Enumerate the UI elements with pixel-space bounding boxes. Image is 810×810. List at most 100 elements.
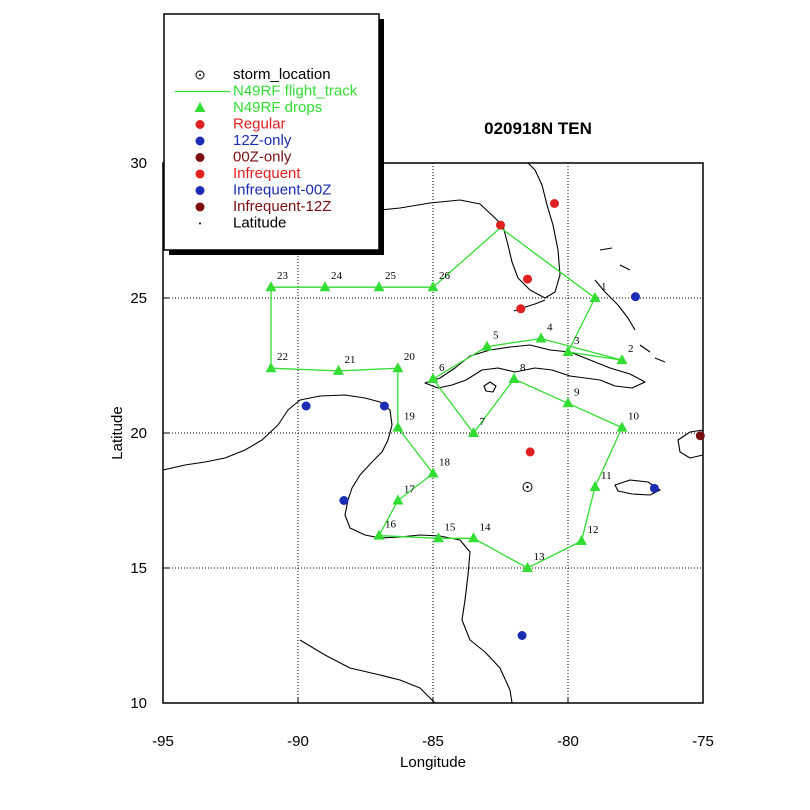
drop-marker	[392, 421, 404, 432]
legend-label: N49RF drops	[233, 99, 322, 116]
drop-marker	[562, 346, 574, 356]
station-marker	[525, 447, 535, 457]
drop-marker	[535, 332, 547, 343]
coast-bahamas	[594, 247, 666, 363]
station-marker	[550, 199, 559, 208]
legend-label: 00Z-only	[233, 149, 292, 166]
legend-label: 12Z-only	[233, 132, 292, 149]
y-tick-label: 20	[130, 425, 147, 442]
drop-marker	[319, 281, 331, 292]
drop-label: 3	[574, 335, 580, 347]
station-marker	[517, 631, 527, 640]
coast-central-america-pacific	[299, 639, 436, 704]
y-axis-ticks: 10 15 20 25 30	[130, 155, 169, 712]
drop-marker	[333, 364, 344, 375]
drop-marker	[589, 481, 601, 491]
stations-layer	[301, 199, 705, 640]
legend-label: Infrequent	[233, 165, 301, 182]
drop-marker	[576, 535, 587, 545]
legend-symbol-center	[199, 74, 201, 76]
station-marker	[379, 401, 389, 411]
drop-label: 9	[574, 386, 580, 398]
legend-label: Infrequent-12Z	[233, 198, 331, 215]
flight-track	[270, 227, 623, 569]
storm-layer	[522, 482, 533, 492]
legend-symbol	[195, 120, 205, 129]
x-tick-label: -90	[287, 733, 309, 750]
chart-title: 020918N TEN	[484, 119, 592, 138]
drop-label: 5	[493, 330, 499, 342]
x-tick-label: -85	[422, 733, 444, 750]
station-marker	[496, 220, 505, 230]
drop-label: 18	[439, 457, 451, 469]
drop-label: 4	[547, 322, 553, 334]
legend-symbol	[194, 102, 206, 112]
drop-marker	[616, 354, 628, 365]
drop-marker	[373, 281, 385, 292]
station-marker	[523, 274, 532, 284]
drop-label: 22	[277, 351, 288, 363]
station-marker	[649, 483, 659, 493]
y-axis-label: Latitude	[109, 406, 126, 459]
coast-isla-juventud	[483, 381, 497, 393]
legend-symbol	[195, 202, 205, 212]
y-tick-label: 30	[130, 155, 147, 172]
station-marker	[516, 304, 526, 314]
legend-label: Infrequent-00Z	[233, 182, 331, 199]
drop-marker	[468, 532, 479, 543]
storm-marker	[522, 482, 533, 492]
legend-symbol	[199, 222, 201, 225]
drop-label: 7	[480, 416, 486, 428]
drop-label: 13	[534, 551, 546, 563]
drop-label: 24	[331, 270, 343, 282]
drop-label: 20	[404, 351, 416, 363]
drop-marker	[427, 281, 439, 292]
legend-label: Regular	[233, 116, 286, 133]
y-tick-label: 15	[130, 560, 147, 577]
drop-label: 26	[439, 270, 451, 282]
drop-marker	[432, 532, 444, 543]
legend-symbol	[195, 153, 205, 162]
x-tick-label: -75	[692, 733, 714, 750]
drop-label: 21	[345, 354, 356, 366]
drop-marker	[562, 397, 574, 408]
y-tick-label: 10	[130, 695, 147, 712]
drop-marker	[265, 362, 277, 373]
coast-cuba	[424, 344, 646, 389]
x-tick-label: -95	[152, 733, 174, 750]
x-axis-label: Longitude	[400, 754, 466, 771]
coast-central-america	[379, 534, 513, 704]
legend-symbol	[195, 186, 205, 195]
drop-label: 11	[601, 470, 612, 482]
drop-label: 8	[520, 362, 526, 374]
drop-marker	[616, 421, 628, 432]
drop-label: 15	[444, 521, 456, 533]
legend-label: storm_location	[233, 66, 331, 83]
station-marker	[339, 496, 349, 505]
drop-label: 2	[628, 343, 634, 355]
drop-label: 25	[385, 270, 397, 282]
drop-marker	[589, 292, 601, 302]
legend-label: N49RF flight_track	[233, 83, 358, 100]
drop-marker	[373, 529, 385, 540]
drop-label: 10	[628, 411, 640, 423]
coastlines	[162, 162, 704, 704]
x-axis-ticks: -95 -90 -85 -80 -75	[152, 697, 714, 750]
drop-marker	[508, 373, 520, 383]
drop-label: 19	[404, 411, 416, 423]
drop-marker	[392, 362, 404, 373]
drop-label: 14	[480, 521, 492, 533]
drop-label: 17	[404, 484, 416, 496]
drop-marker	[522, 562, 533, 572]
coast-hispaniola	[677, 429, 704, 459]
drop-label: 23	[277, 270, 289, 282]
drop-label: 16	[385, 519, 397, 531]
legend-symbol	[195, 136, 205, 146]
drop-marker	[481, 340, 493, 351]
drop-label: 6	[439, 362, 445, 374]
drop-marker	[392, 494, 404, 505]
